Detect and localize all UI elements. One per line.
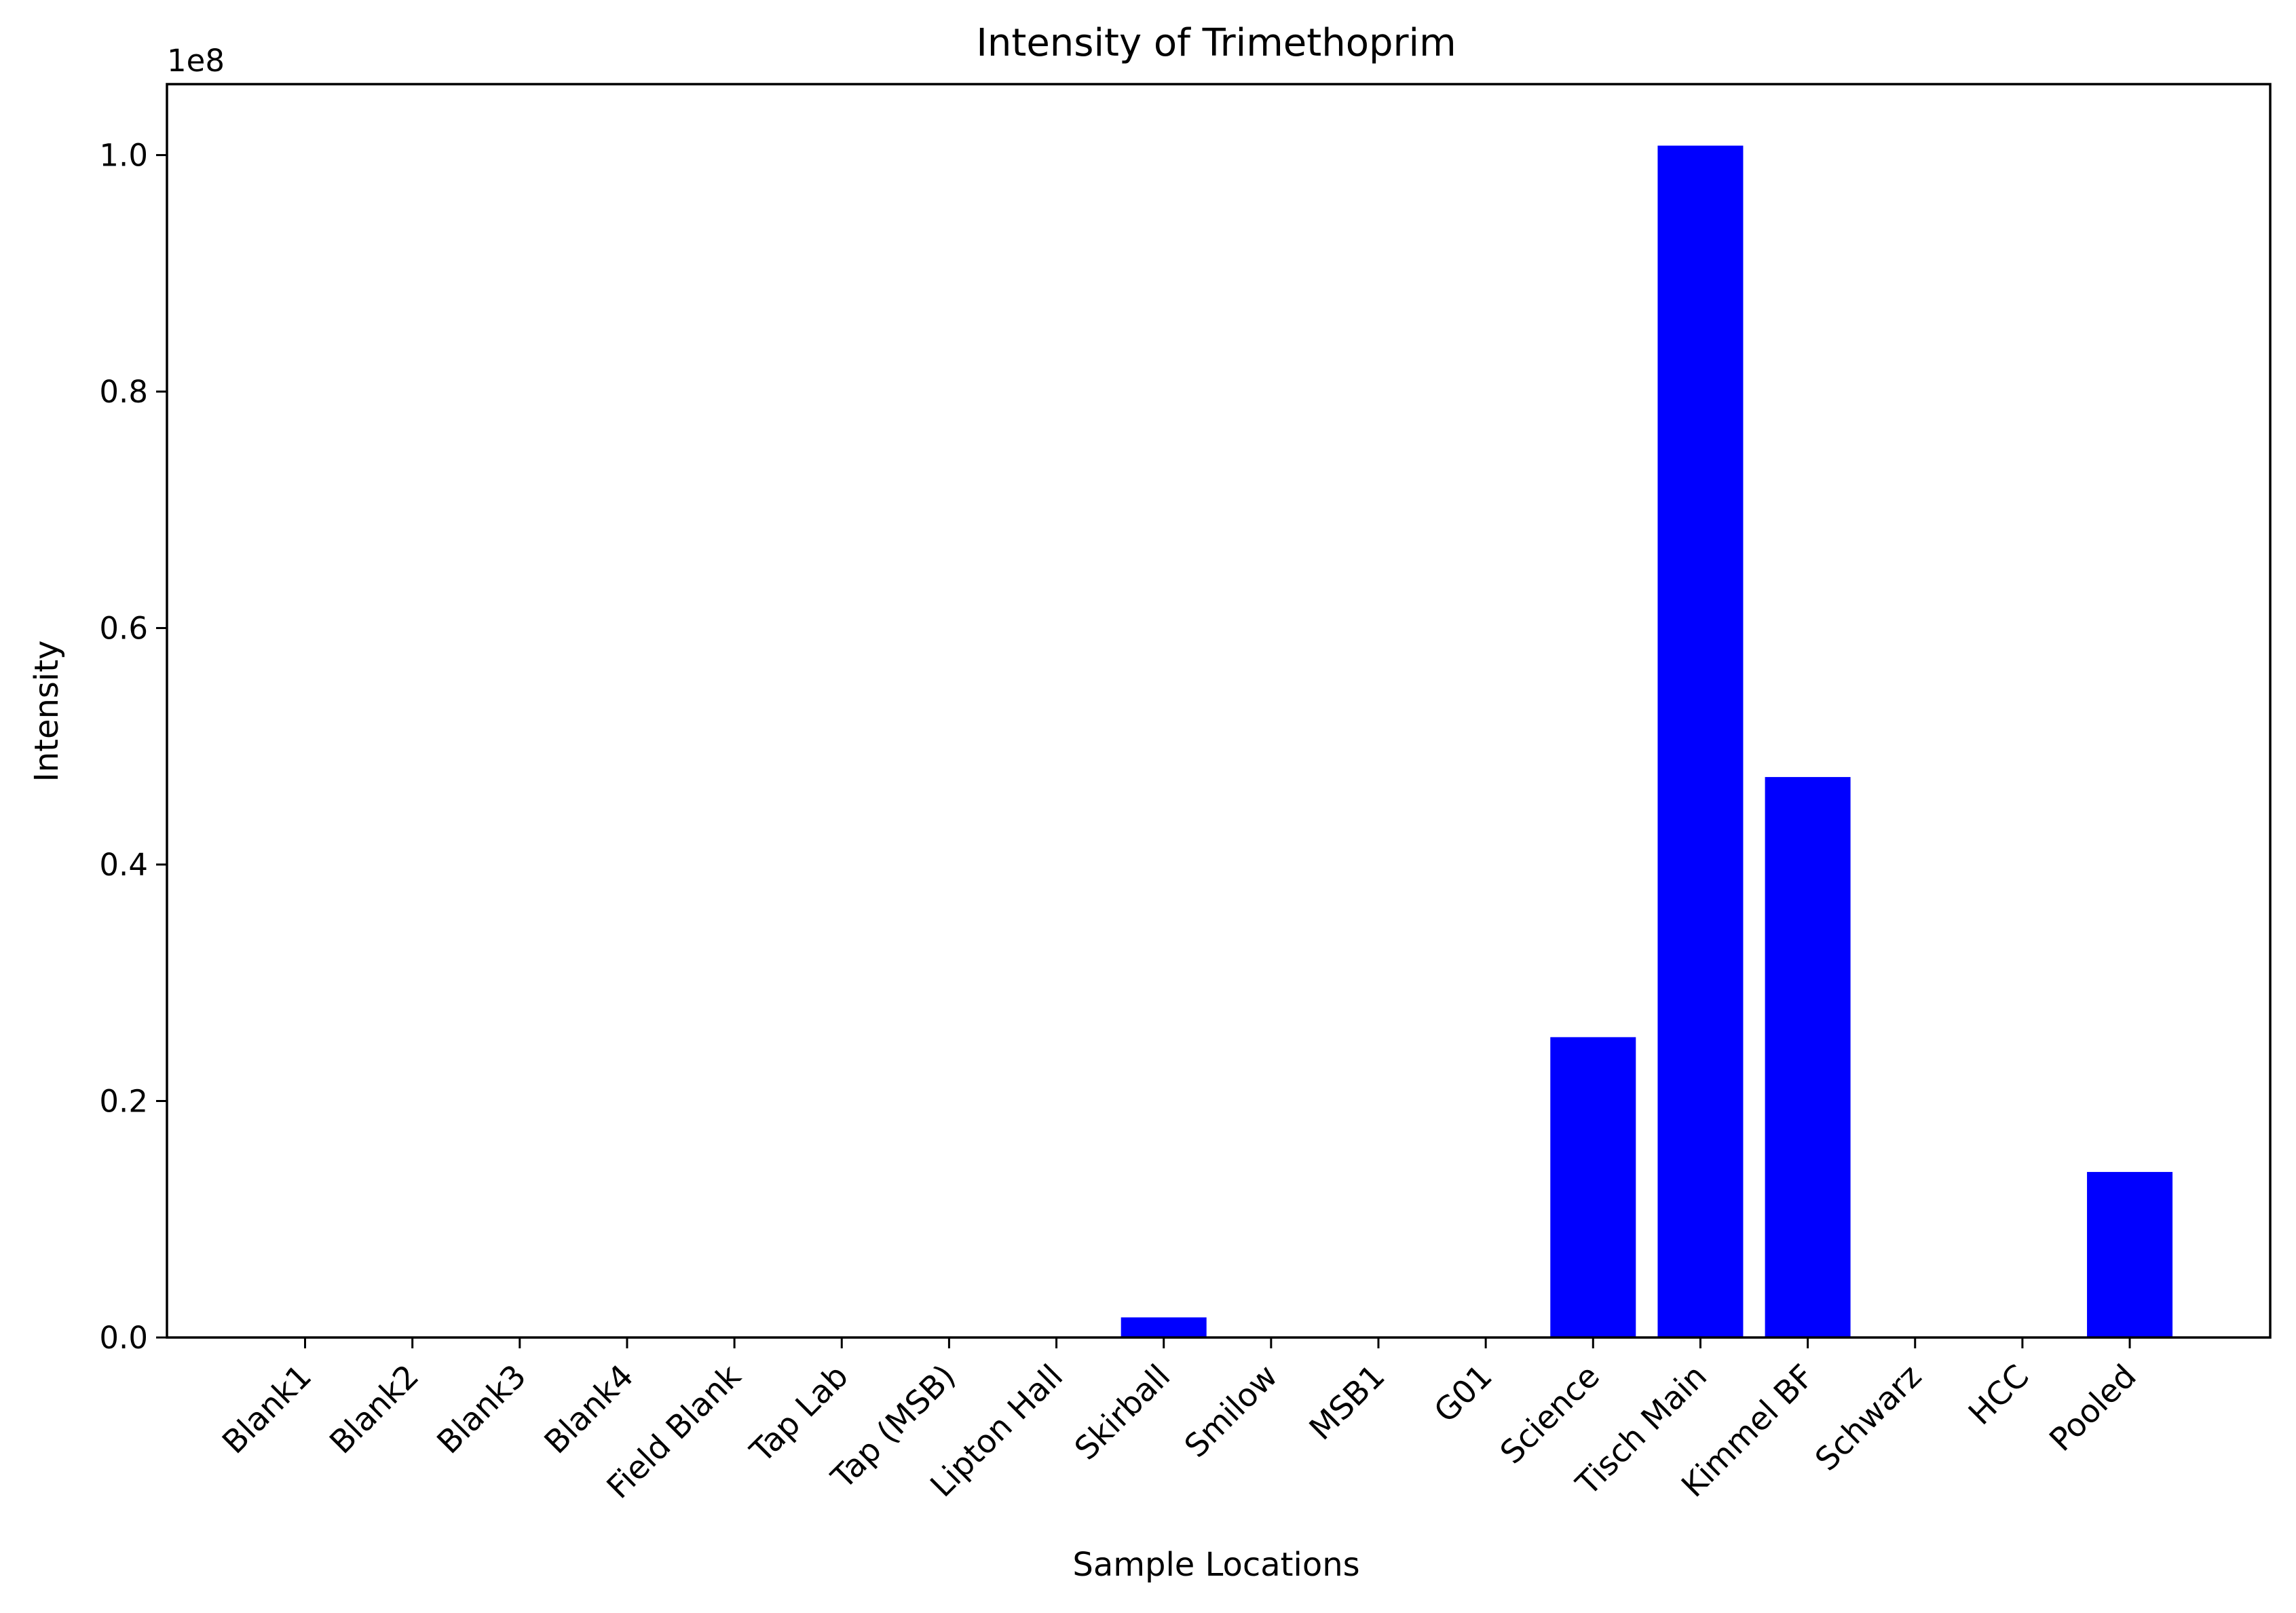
- bars-group: [1121, 145, 2173, 1337]
- bar: [1765, 777, 1851, 1337]
- bar: [2087, 1172, 2173, 1337]
- y-tick-label: 0.6: [99, 611, 148, 647]
- y-tick-label: 1.0: [99, 138, 148, 174]
- y-tick-label: 0.0: [99, 1320, 148, 1356]
- y-tick-label: 0.8: [99, 374, 148, 410]
- chart-title: Intensity of Trimethoprim: [976, 21, 1456, 65]
- y-axis-ticks: 0.0 0.2 0.4 0.6 0.8 1.0: [99, 138, 167, 1356]
- y-tick-label: 0.4: [99, 847, 148, 883]
- bar: [1550, 1037, 1636, 1337]
- plot-area-frame: [166, 83, 2272, 1339]
- y-axis-offset-label: 1e8: [167, 43, 225, 79]
- bar: [1121, 1317, 1207, 1337]
- x-axis-label: Sample Locations: [1072, 1546, 1359, 1584]
- bar: [1657, 145, 1744, 1337]
- y-tick-label: 0.2: [99, 1084, 148, 1120]
- y-axis-label: Intensity: [28, 641, 66, 782]
